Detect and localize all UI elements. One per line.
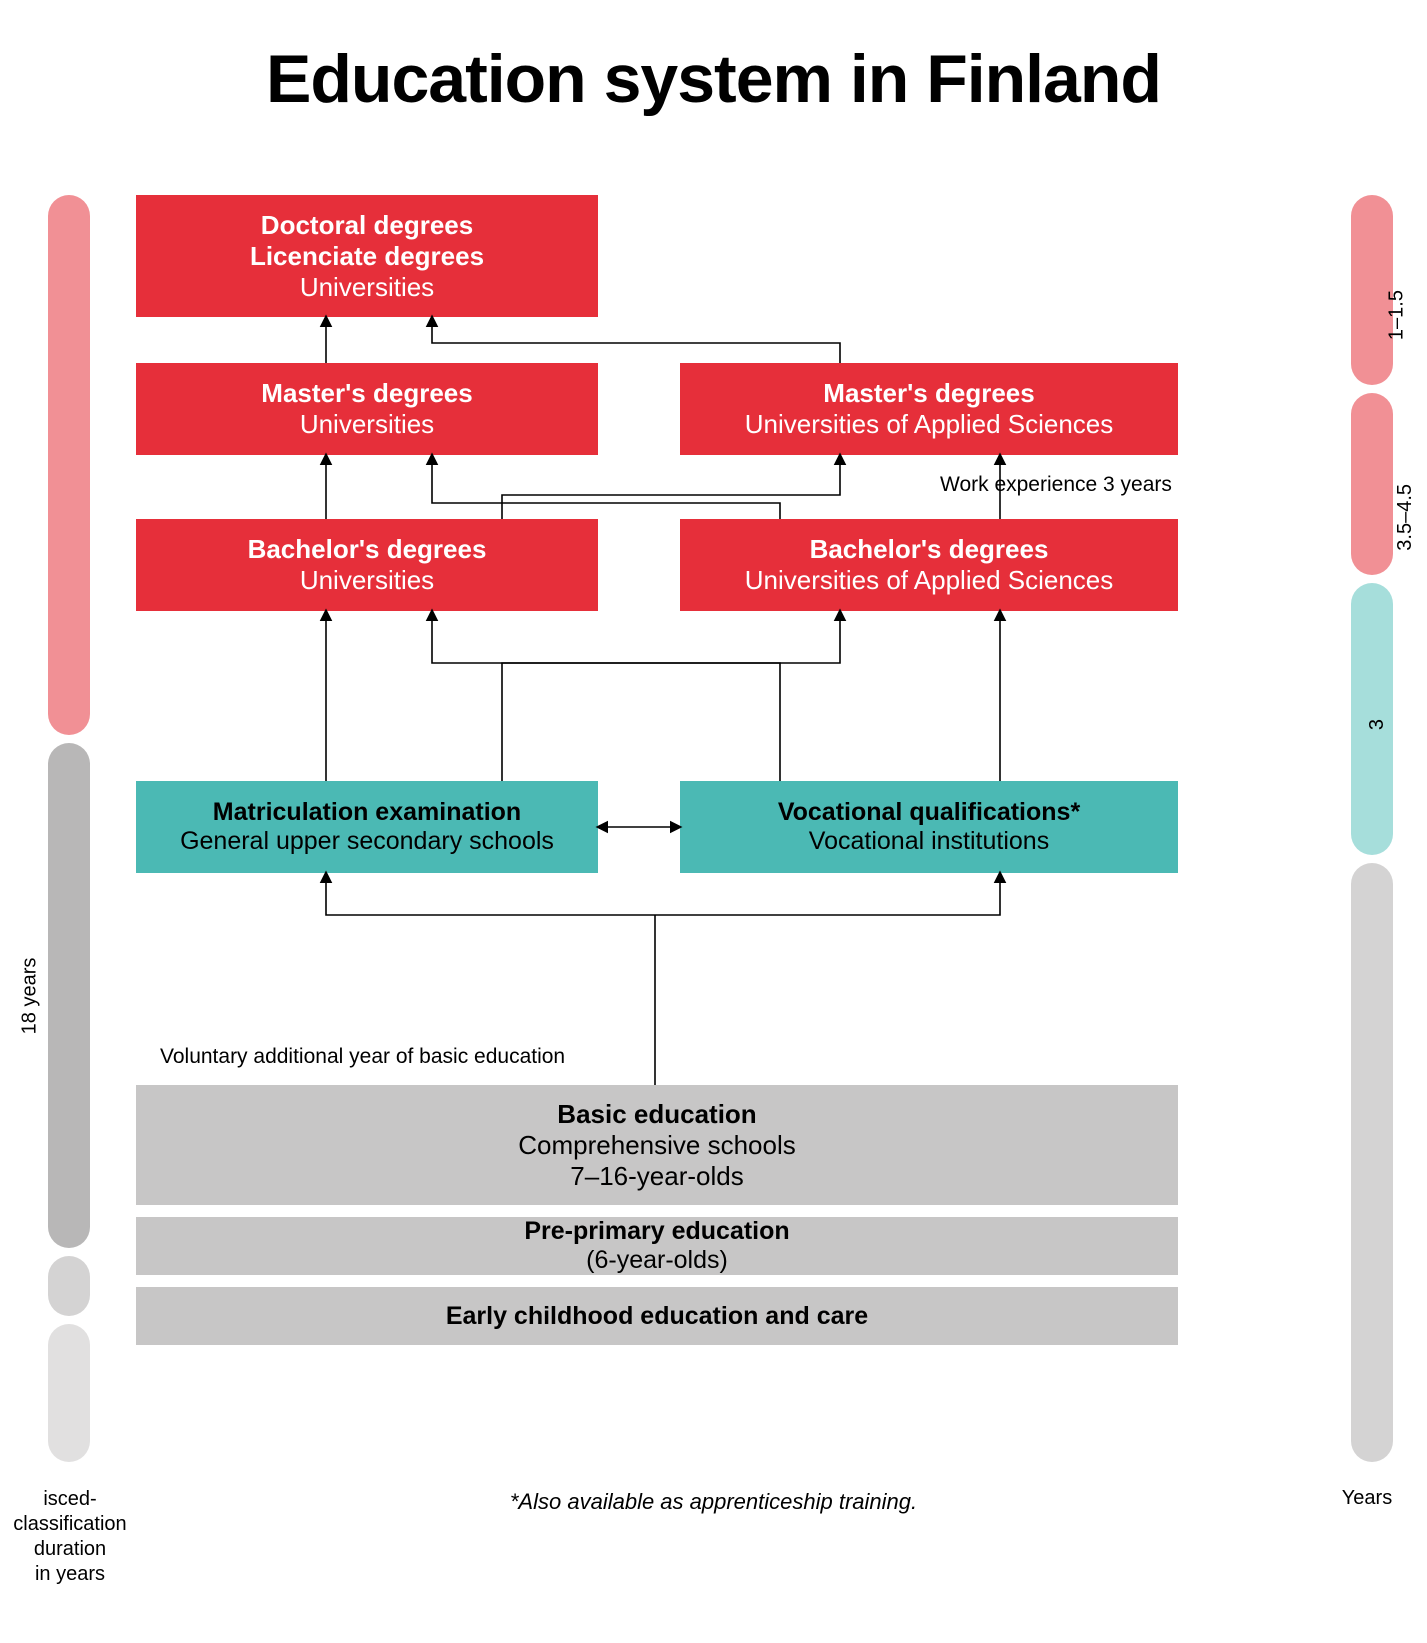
node-masters_uas: Master's degreesUniversities of Applied … bbox=[680, 363, 1178, 455]
node-basic: Basic educationComprehensive schools7–16… bbox=[136, 1085, 1178, 1205]
annotation-voluntary-year: Voluntary additional year of basic educa… bbox=[160, 1045, 565, 1069]
left-bar-0 bbox=[48, 195, 90, 735]
right-bar-1 bbox=[1351, 393, 1393, 575]
node-doctoral: Doctoral degreesLicenciate degreesUniver… bbox=[136, 195, 598, 317]
left-bar-label-1: 18 years bbox=[19, 957, 42, 1034]
node-vocational: Vocational qualifications*Vocational ins… bbox=[680, 781, 1178, 873]
footnote: *Also available as apprenticeship traini… bbox=[0, 1489, 1427, 1515]
node-matriculation: Matriculation examinationGeneral upper s… bbox=[136, 781, 598, 873]
diagram-canvas: 18 years 1–1.5 3.5–4.5 3 Doctoral degreesL… bbox=[0, 195, 1427, 1595]
node-earlychildhood: Early childhood education and care bbox=[136, 1287, 1178, 1345]
node-bachelors_uni: Bachelor's degreesUniversities bbox=[136, 519, 598, 611]
node-preprimary: Pre-primary education (6-year-olds) bbox=[136, 1217, 1178, 1275]
left-bar-2 bbox=[48, 1256, 90, 1316]
right-bar-label-1: 3.5–4.5 bbox=[1394, 484, 1417, 551]
left-bar-3 bbox=[48, 1324, 90, 1462]
right-bar-label-0: 1–1.5 bbox=[1386, 290, 1409, 340]
left-bar-1 bbox=[48, 743, 90, 1248]
node-bachelors_uas: Bachelor's degreesUniversities of Applie… bbox=[680, 519, 1178, 611]
right-bar-label-2: 3 bbox=[1366, 719, 1389, 730]
node-masters_uni: Master's degreesUniversities bbox=[136, 363, 598, 455]
right-bar-3 bbox=[1351, 863, 1393, 1462]
page-title: Education system in Finland bbox=[0, 40, 1427, 118]
annotation-work-experience: Work experience 3 years bbox=[940, 473, 1172, 497]
